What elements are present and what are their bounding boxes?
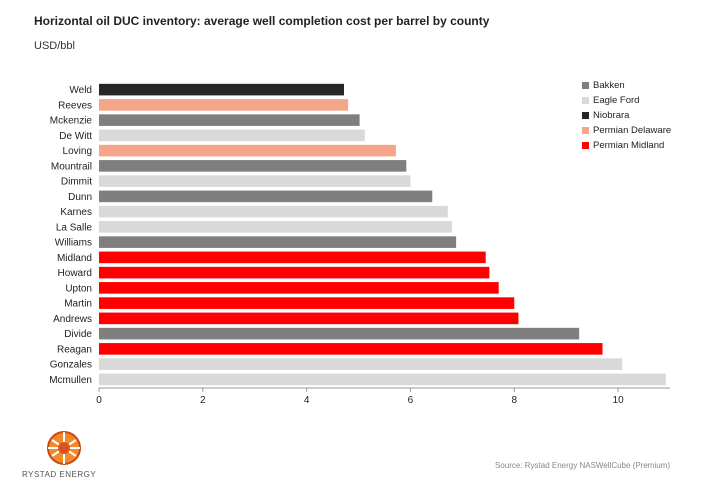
category-label: Mckenzie [50,116,93,127]
x-tick-label: 2 [200,395,206,406]
category-label: Divide [64,329,92,340]
category-label: Mcmullen [49,375,92,386]
category-label: Karnes [60,207,92,218]
legend-swatch [582,112,589,119]
legend-label: Bakken [593,80,625,91]
legend-label: Eagle Ford [593,95,640,106]
legend-item: Niobrara [582,110,629,121]
category-label: La Salle [56,222,93,233]
legend-label: Niobrara [593,110,630,121]
category-label: Howard [58,268,92,279]
category-label: Midland [57,253,92,264]
legend-label: Permian Delaware [593,125,672,136]
x-tick-label: 10 [613,395,625,406]
category-label: Loving [63,146,92,157]
bar-williams [99,236,457,248]
bar-karnes [99,205,448,218]
category-label: Martin [64,299,92,310]
bar-martin [99,297,515,309]
bar-reeves [99,99,349,111]
bar-mcmullen [99,373,666,386]
category-label: Williams [55,238,92,249]
legend-swatch [582,127,589,134]
legend-item: Permian Midland [582,140,664,151]
category-label: Weld [69,85,92,96]
legend-item: Permian Delaware [582,125,671,136]
category-label: Gonzales [50,360,92,371]
bar-upton [99,282,499,294]
bar-midland [99,251,486,264]
legend-item: Bakken [582,80,625,91]
x-tick-label: 0 [96,395,102,406]
bar-weld [99,83,345,96]
category-label: Dimmit [61,177,92,188]
source-note: Source: Rystad Energy NASWellCube (Premi… [494,461,670,470]
category-label: Upton [65,283,92,294]
bar-dimmit [99,175,411,187]
category-label: Reagan [57,344,92,355]
legend-item: Eagle Ford [582,95,639,106]
legend-swatch [582,82,589,89]
bar-reagan [99,343,603,355]
x-tick-label: 6 [408,395,414,406]
chart-title: Horizontal oil DUC inventory: average we… [34,14,490,28]
x-tick-label: 8 [511,395,517,406]
bar-howard [99,266,490,279]
logo-text: RYSTAD ENERGY [22,470,97,479]
bar-la-salle [99,221,452,233]
bar-mountrail [99,160,407,172]
bar-mckenzie [99,114,360,126]
unit-label: USD/bbl [34,40,75,52]
bar-andrews [99,312,519,325]
x-tick-label: 4 [304,395,310,406]
legend-swatch [582,97,589,104]
category-label: Andrews [53,314,92,325]
bar-loving [99,144,396,157]
rystad-logo-icon [47,431,81,465]
legend-swatch [582,142,589,149]
bar-gonzales [99,358,623,370]
bar-de-witt [99,129,365,142]
bar-divide [99,327,580,340]
category-label: De Witt [59,131,92,142]
legend-label: Permian Midland [593,140,665,151]
category-label: Mountrail [51,161,92,172]
category-label: Dunn [68,192,92,203]
category-label: Reeves [58,100,92,111]
bar-dunn [99,190,433,203]
